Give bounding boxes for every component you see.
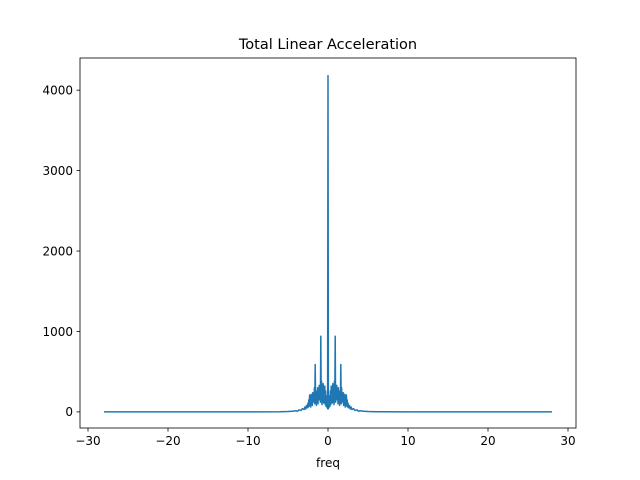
x-tick-label: −30 (75, 434, 100, 448)
y-tick-label: 4000 (42, 83, 73, 97)
y-tick-label: 0 (65, 405, 73, 419)
plot-area-frame (79, 57, 577, 429)
x-tick-label: −20 (155, 434, 180, 448)
x-axis-label: freq (316, 456, 340, 470)
x-tick-label: −10 (235, 434, 260, 448)
x-tick-label: 10 (400, 434, 415, 448)
series-line-0 (104, 74, 552, 413)
x-tick-label: 20 (480, 434, 495, 448)
y-tick-label: 2000 (42, 244, 73, 258)
x-tick-label: 30 (560, 434, 575, 448)
y-tick-label: 3000 (42, 164, 73, 178)
x-tick-label: 0 (324, 434, 332, 448)
chart-title: Total Linear Acceleration (238, 37, 417, 53)
y-tick-label: 1000 (42, 325, 73, 339)
